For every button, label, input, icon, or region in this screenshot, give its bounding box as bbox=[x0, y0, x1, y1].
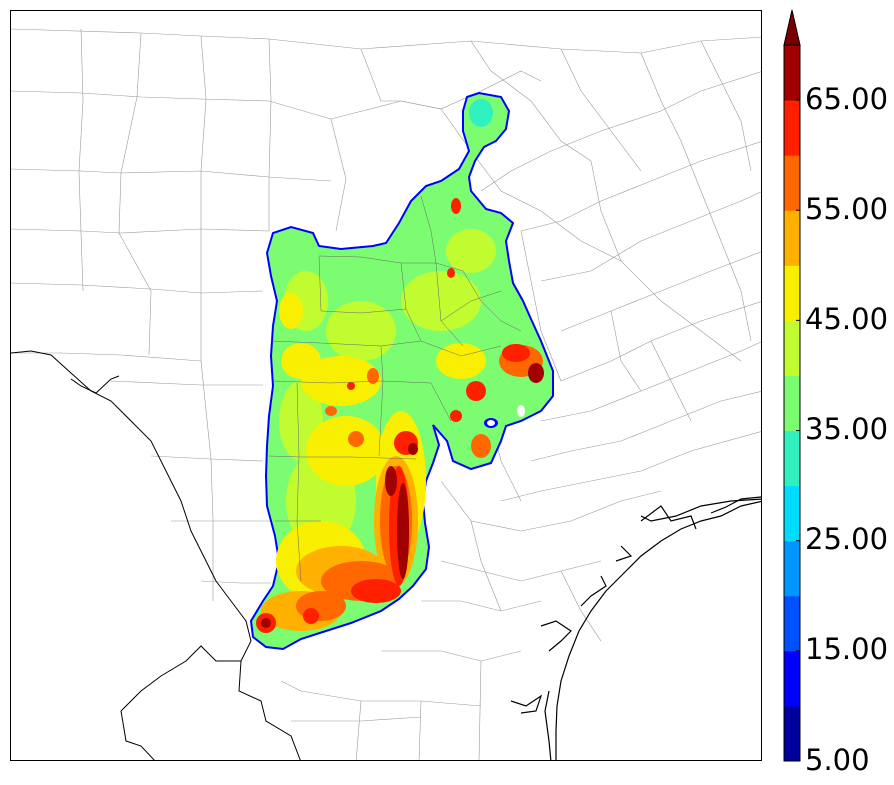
colorbar-segment bbox=[784, 45, 800, 101]
colorbar-segment bbox=[784, 100, 800, 156]
map-panel bbox=[10, 10, 762, 761]
precip-field bbox=[249, 91, 554, 651]
county-lines-overlay bbox=[268, 195, 522, 582]
colorbar-label-55: 55.00 bbox=[805, 192, 889, 226]
colorbar-segment bbox=[784, 650, 800, 707]
colorbar-segment bbox=[784, 155, 800, 211]
state-border bbox=[11, 350, 301, 760]
colorbar-segment bbox=[784, 375, 800, 432]
colorbar-label-25: 25.00 bbox=[805, 522, 889, 556]
colorbar-segment bbox=[784, 705, 800, 762]
colorbar bbox=[783, 9, 801, 762]
coastline bbox=[510, 496, 761, 760]
colorbar-label-65: 65.00 bbox=[805, 82, 889, 116]
colorbar-segment bbox=[784, 430, 800, 487]
colorbar-segment bbox=[784, 540, 800, 597]
colorbar-label-15: 15.00 bbox=[805, 632, 889, 666]
county-boundaries bbox=[11, 28, 761, 760]
colorbar-label-45: 45.00 bbox=[805, 302, 889, 336]
colorbar-segment bbox=[784, 485, 800, 542]
colorbar-segment bbox=[784, 320, 800, 376]
colorbar-segment bbox=[784, 265, 800, 321]
colorbar-border bbox=[783, 44, 801, 762]
colorbar-label-35: 35.00 bbox=[805, 412, 889, 446]
colorbar-segment bbox=[784, 595, 800, 652]
precipitation-map bbox=[11, 28, 761, 760]
colorbar-segment bbox=[784, 210, 800, 266]
colorbar-label-5: 5.00 bbox=[805, 743, 870, 777]
colorbar-extend-arrow bbox=[783, 9, 801, 46]
